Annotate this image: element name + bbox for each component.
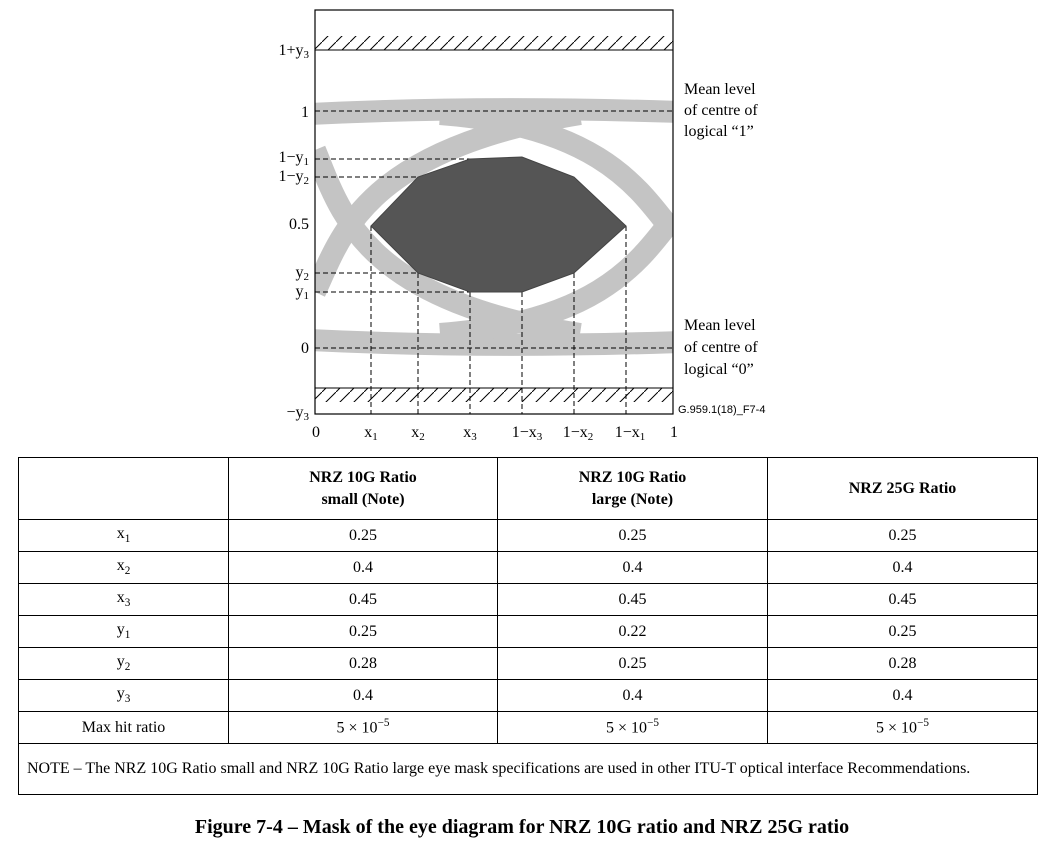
x-label-x2: x2 (411, 424, 425, 443)
annotation-top-line-1: Mean level (684, 81, 756, 98)
table-row: y1 0.25 0.22 0.25 (18, 615, 1038, 648)
eye-mask-polygon (370, 156, 627, 293)
value-cell: 0.22 (497, 615, 768, 648)
table-note: NOTE – The NRZ 10G Ratio small and NRZ 1… (18, 743, 1038, 795)
y-label-bottom: −y3 (286, 404, 309, 423)
value-cell: 0.28 (228, 647, 498, 680)
table-row: Max hit ratio 5 × 10−5 5 × 10−5 5 × 10−5 (18, 711, 1038, 744)
x-label-x1: x1 (364, 424, 378, 443)
y-label-half: 0.5 (289, 216, 309, 233)
value-cell: 0.4 (228, 679, 498, 712)
header-nrz10g-small: NRZ 10G Ratio small (Note) (228, 457, 498, 520)
mask-parameter-table: NRZ 10G Ratio small (Note) NRZ 10G Ratio l… (18, 457, 1038, 795)
upper-mask-band (315, 36, 673, 50)
x-label-one: 1 (670, 424, 678, 441)
param-cell: y2 (18, 647, 229, 680)
y-label-one-minus-y1: 1−y1 (278, 149, 309, 168)
param-cell: y3 (18, 679, 229, 712)
value-cell: 0.4 (497, 551, 768, 584)
param-cell: x2 (18, 551, 229, 584)
header-nrz25g: NRZ 25G Ratio (767, 457, 1038, 520)
x-label-one-minus-x1: 1−x1 (615, 424, 646, 443)
figure-caption: Figure 7-4 – Mask of the eye diagram for… (194, 816, 850, 838)
figure-id: G.959.1(18)_F7-4 (678, 404, 765, 416)
y-label-top: 1+y3 (278, 42, 309, 61)
value-cell: 0.28 (767, 647, 1038, 680)
annotation-bottom-line-2: of centre of (684, 339, 758, 356)
value-cell: 0.25 (228, 519, 498, 552)
table-row: x3 0.45 0.45 0.45 (18, 583, 1038, 616)
value-cell: 0.25 (497, 519, 768, 552)
y-label-y1: y1 (296, 283, 310, 302)
table-row: x2 0.4 0.4 0.4 (18, 551, 1038, 584)
x-label-one-minus-x2: 1−x2 (563, 424, 594, 443)
value-cell: 0.25 (497, 647, 768, 680)
value-cell: 0.25 (228, 615, 498, 648)
y-label-one-minus-y2: 1−y2 (278, 168, 309, 187)
param-cell: y1 (18, 615, 229, 648)
lower-mask-band (315, 388, 673, 402)
note-row: NOTE – The NRZ 10G Ratio small and NRZ 1… (18, 743, 1038, 795)
eye-diagram: 1+y3 1 1−y1 1−y2 0.5 y2 y1 0 −y3 0 x1 x2… (278, 9, 765, 443)
annotation-bottom-line-3: logical “0” (684, 361, 754, 378)
value-cell: 0.25 (767, 519, 1038, 552)
value-cell: 0.4 (767, 679, 1038, 712)
value-cell: 0.45 (228, 583, 498, 616)
value-cell: 5 × 10−5 (767, 711, 1038, 744)
annotation-top-line-2: of centre of (684, 102, 758, 119)
value-cell: 0.45 (497, 583, 768, 616)
annotation-top-line-3: logical “1” (684, 123, 754, 140)
y-label-one: 1 (301, 104, 309, 121)
value-cell: 0.4 (497, 679, 768, 712)
annotation-bottom-line-1: Mean level (684, 317, 756, 334)
value-cell: 5 × 10−5 (497, 711, 768, 744)
header-nrz10g-large: NRZ 10G Ratio large (Note) (497, 457, 768, 520)
y-label-y2: y2 (296, 264, 310, 283)
param-cell: x1 (18, 519, 229, 552)
table-row: y2 0.28 0.25 0.28 (18, 647, 1038, 680)
value-cell: 5 × 10−5 (228, 711, 498, 744)
x-label-x3: x3 (463, 424, 477, 443)
param-cell: Max hit ratio (18, 711, 229, 744)
value-cell: 0.45 (767, 583, 1038, 616)
x-label-zero: 0 (312, 424, 320, 441)
header-blank (18, 457, 229, 520)
y-label-zero: 0 (301, 340, 309, 357)
table-row: y3 0.4 0.4 0.4 (18, 679, 1038, 712)
value-cell: 0.25 (767, 615, 1038, 648)
x-label-one-minus-x3: 1−x3 (512, 424, 543, 443)
param-cell: x3 (18, 583, 229, 616)
table-header-row: NRZ 10G Ratio small (Note) NRZ 10G Ratio l… (18, 457, 1038, 520)
value-cell: 0.4 (767, 551, 1038, 584)
table-row: x1 0.25 0.25 0.25 (18, 519, 1038, 552)
value-cell: 0.4 (228, 551, 498, 584)
diagram-frame (314, 9, 674, 415)
